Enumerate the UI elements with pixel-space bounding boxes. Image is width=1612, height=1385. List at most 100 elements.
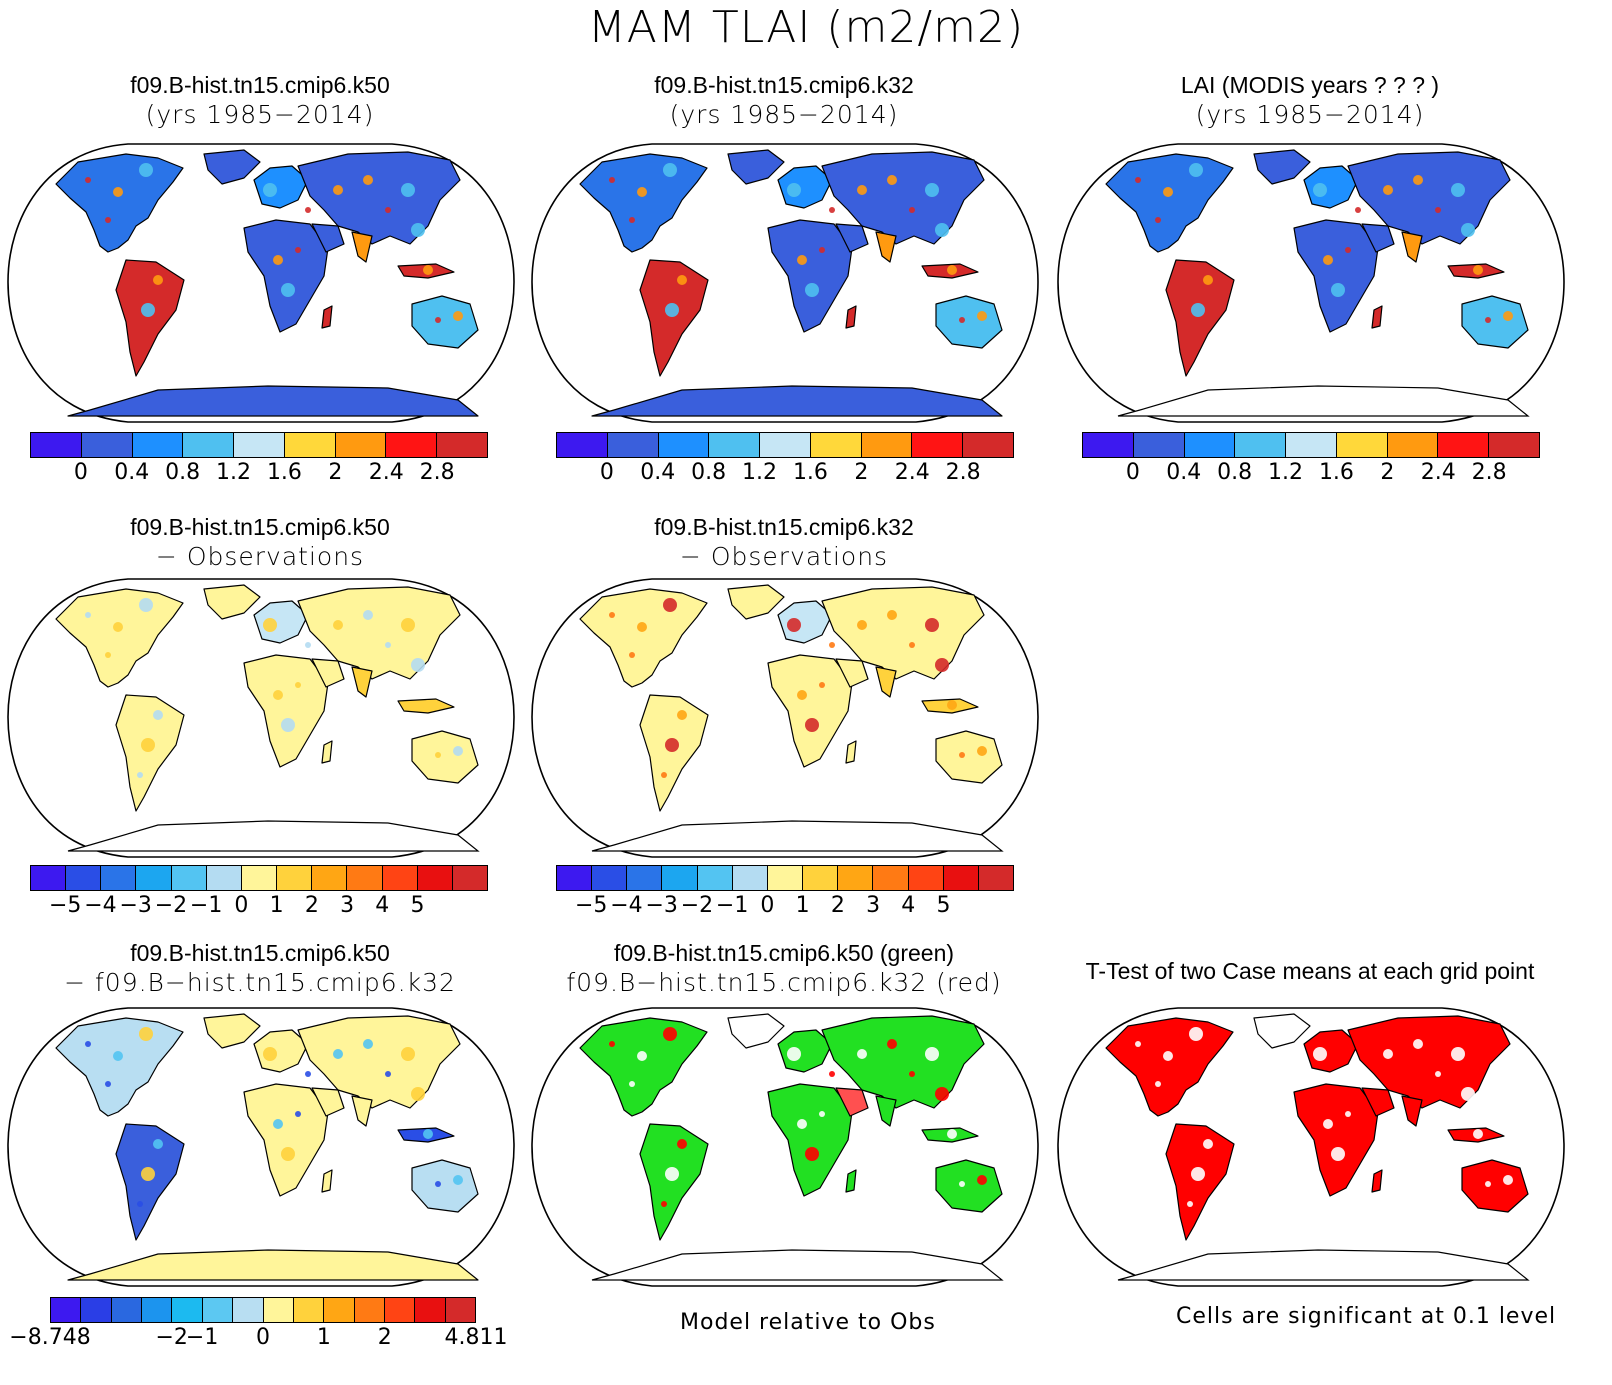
colorbar-swatch (31, 866, 67, 890)
colorbar-abs: 0 0.4 0.8 1.2 1.6 2 2.4 2.8 (1082, 432, 1540, 488)
field-speckle (829, 207, 835, 213)
colorbar-swatch (206, 866, 242, 890)
field-speckle (295, 682, 301, 688)
field-speckle (1331, 1147, 1345, 1161)
field-speckle (281, 1147, 295, 1161)
field-speckle (1413, 1039, 1423, 1049)
continent-south-america (1165, 1123, 1235, 1241)
continent-asia (821, 1015, 985, 1109)
continent-india (875, 666, 897, 698)
field-speckle (1473, 1129, 1483, 1139)
field-speckle (1435, 207, 1441, 213)
field-speckle (1461, 1087, 1475, 1101)
colorbar-swatch (335, 433, 387, 457)
colorbar-swatch (354, 1298, 385, 1322)
panel-title-line2: (yrs 1985−2014) (669, 100, 899, 129)
colorbar-swatch (31, 433, 82, 457)
panel-title-line1: f09.B-hist.tn15.cmip6.k50 (green) (613, 940, 955, 966)
colorbar-tick-label: 1 (269, 893, 284, 918)
colorbar-tick-label: 2.4 (894, 460, 930, 485)
panel-k50-minus-obs: f09.B-hist.tn15.cmip6.k50 − Observations (0, 512, 520, 858)
continent-antarctica (591, 385, 1003, 417)
continent-europe (253, 1029, 309, 1073)
colorbar-tick-label: 2 (830, 893, 845, 918)
continent-asia (821, 151, 985, 245)
field-speckle (333, 620, 343, 630)
field-speckle (947, 700, 957, 710)
colorbar-tick-label: 1.2 (216, 460, 252, 485)
field-speckle (411, 658, 425, 672)
colorbar-swatch (709, 433, 761, 457)
field-speckle (1203, 1139, 1213, 1149)
field-speckle (819, 247, 825, 253)
field-speckle (819, 1111, 825, 1117)
field-speckle (677, 710, 687, 720)
field-speckle (1189, 1027, 1203, 1041)
field-speckle (385, 1071, 391, 1077)
colorbar-tick-label: 0.4 (1166, 460, 1202, 485)
field-speckle (1163, 1051, 1173, 1061)
colorbar-swatch (234, 433, 285, 457)
field-speckle (273, 690, 283, 700)
field-speckle (139, 598, 153, 612)
field-speckle (629, 652, 635, 658)
colorbar-swatch (111, 1298, 143, 1322)
colorbar-tick-label: −2 (155, 1325, 188, 1350)
field-speckle (1503, 1175, 1513, 1185)
continent-south-america (639, 694, 709, 812)
colorbar-swatch (293, 1298, 325, 1322)
colorbar-abs: 0 0.4 0.8 1.2 1.6 2 2.4 2.8 (30, 432, 488, 488)
panel-k32-absolute: f09.B-hist.tn15.cmip6.k32 (yrs 1985−2014… (524, 70, 1044, 423)
colorbar-swatch (1235, 433, 1287, 457)
field-speckle (401, 1047, 415, 1061)
colorbar-swatch (81, 1298, 112, 1322)
continent-europe (1303, 165, 1359, 209)
continent-india (351, 666, 373, 698)
panel-title-line1: T-Test of two Case means at each grid po… (1085, 958, 1535, 984)
panel-title-line1: f09.B-hist.tn15.cmip6.k50 (130, 72, 390, 98)
continent-arabia (835, 658, 869, 688)
colorbar-tick-label: 2.4 (368, 460, 404, 485)
world-map (1057, 1007, 1565, 1287)
colorbar-swatch (760, 433, 811, 457)
field-speckle (401, 618, 415, 632)
field-speckle (677, 1139, 687, 1149)
field-speckle (1135, 1041, 1141, 1047)
field-speckle (153, 275, 163, 285)
panel-t-test: T-Test of two Case means at each grid po… (1050, 956, 1570, 1287)
continent-madagascar (321, 740, 333, 764)
field-speckle (829, 642, 835, 648)
panel-k32-minus-obs: f09.B-hist.tn15.cmip6.k32 − Observations (524, 512, 1044, 858)
continent-africa (1293, 219, 1379, 333)
continent-madagascar (1371, 305, 1383, 329)
colorbar-tick-label: 0 (760, 893, 775, 918)
continent-madagascar (845, 305, 857, 329)
antarctica-outline (1117, 1249, 1530, 1281)
field-speckle (925, 618, 939, 632)
field-speckle (139, 163, 153, 177)
panel-k50-minus-k32: f09.B-hist.tn15.cmip6.k50 − f09.B−hist.t… (0, 938, 520, 1287)
field-speckle (113, 187, 123, 197)
continent-europe (1303, 1029, 1359, 1073)
field-speckle (925, 1047, 939, 1061)
continent-africa (243, 219, 329, 333)
colorbar-swatch (284, 433, 336, 457)
colorbar-swatch (452, 866, 488, 890)
colorbar-swatch (1489, 433, 1540, 457)
field-speckle (677, 275, 687, 285)
field-speckle (805, 718, 819, 732)
field-speckle (1451, 183, 1465, 197)
antarctica-outline (591, 1249, 1004, 1281)
field-speckle (629, 217, 635, 223)
field-speckle (1503, 311, 1513, 321)
colorbar-tick-label: −8.748 (9, 1325, 91, 1350)
field-speckle (273, 1119, 283, 1129)
field-speckle (153, 1139, 163, 1149)
continent-africa (767, 654, 853, 768)
panel-modis-lai: LAI (MODIS years ? ? ? ) (yrs 1985−2014) (1050, 70, 1570, 423)
continent-madagascar (845, 1169, 857, 1193)
colorbar-tick-label: 5 (410, 893, 425, 918)
field-speckle (1331, 283, 1345, 297)
continent-asia (1347, 1015, 1511, 1109)
colorbar-tick-label: −5 (49, 893, 82, 918)
